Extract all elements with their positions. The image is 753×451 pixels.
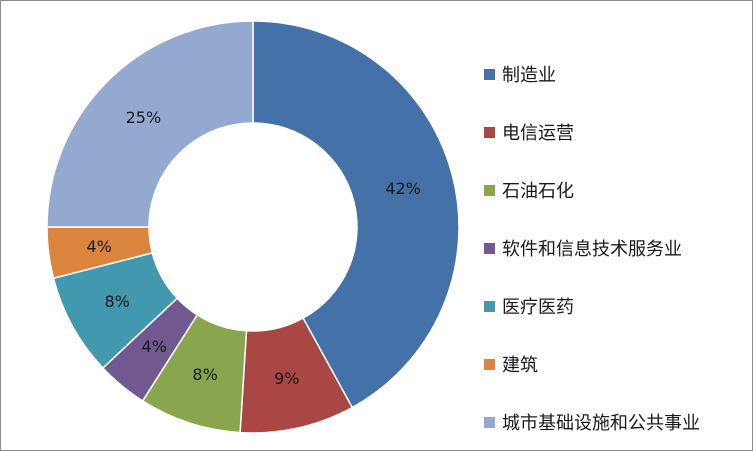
legend-item-telecom: 电信运营: [484, 103, 746, 161]
legend-swatch: [484, 300, 495, 312]
legend-swatch: [484, 242, 495, 254]
legend-swatch: [484, 126, 495, 138]
legend-label: 城市基础设施和公共事业: [502, 413, 700, 434]
slice-data-label: 25%: [126, 108, 162, 127]
legend-item-software: 软件和信息技术服务业: [484, 219, 746, 277]
slice-data-label: 4%: [142, 337, 167, 356]
legend-label: 制造业: [502, 65, 556, 86]
legend-item-construction: 建筑: [484, 335, 746, 393]
legend-item-medical: 医疗医药: [484, 277, 746, 335]
legend-label: 电信运营: [502, 123, 574, 144]
legend-label: 石油石化: [502, 181, 574, 202]
legend-item-petrochemical: 石油石化: [484, 161, 746, 219]
slice-data-label: 8%: [192, 365, 217, 384]
legend-item-manufacturing: 制造业: [484, 45, 746, 103]
donut-slice: [252, 20, 460, 409]
legend: 制造业 电信运营 石油石化 软件和信息技术服务业 医疗医药 建筑 城市基础设施和…: [484, 45, 746, 451]
legend-swatch: [484, 358, 495, 370]
slice-data-label: 42%: [385, 179, 421, 198]
legend-swatch: [484, 184, 495, 196]
legend-swatch: [484, 416, 495, 428]
donut-slice: [46, 20, 254, 228]
legend-item-infrastructure: 城市基础设施和公共事业: [484, 393, 746, 451]
slice-data-label: 8%: [105, 292, 130, 311]
slice-data-label: 9%: [274, 369, 299, 388]
donut-chart: 42% 9% 8% 4% 8% 4% 25%: [46, 20, 460, 434]
legend-label: 建筑: [502, 355, 538, 376]
legend-swatch: [484, 68, 495, 80]
legend-label: 软件和信息技术服务业: [502, 239, 682, 260]
legend-label: 医疗医药: [502, 297, 574, 318]
slice-data-label: 4%: [87, 237, 112, 256]
